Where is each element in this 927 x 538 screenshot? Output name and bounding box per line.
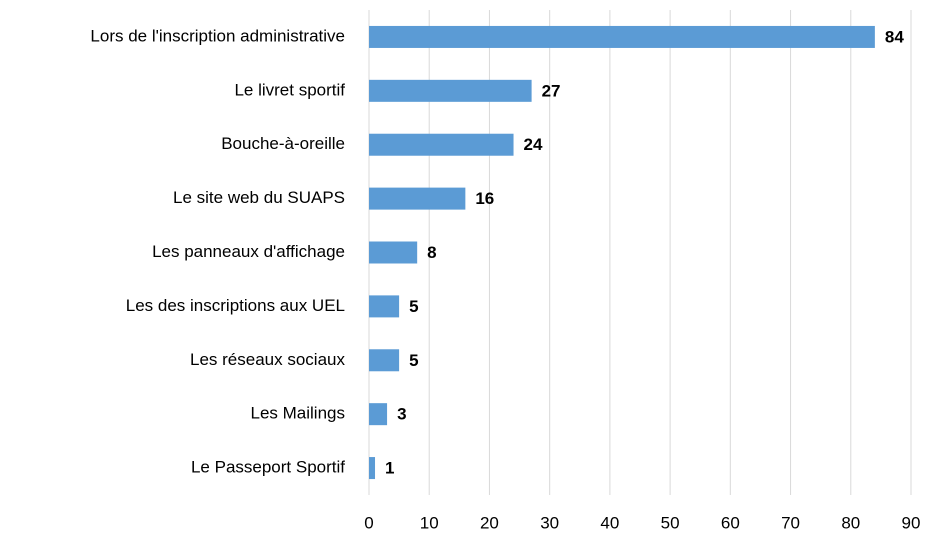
x-tick-label: 40 — [600, 513, 619, 532]
bar — [369, 241, 418, 264]
value-label: 84 — [885, 27, 904, 46]
bar — [369, 79, 532, 102]
y-tick-label: Le site web du SUAPS — [173, 188, 345, 207]
y-tick-label: Lors de l'inscription administrative — [90, 26, 345, 45]
bar — [369, 133, 514, 156]
value-label: 1 — [385, 459, 394, 478]
y-tick-label: Les des inscriptions aux UEL — [126, 296, 345, 315]
x-tick-label: 10 — [420, 513, 439, 532]
bar — [369, 25, 875, 48]
x-tick-label: 50 — [661, 513, 680, 532]
value-label: 16 — [475, 189, 494, 208]
bar — [369, 295, 400, 318]
bar — [369, 349, 400, 372]
y-tick-label: Bouche-à-oreille — [221, 134, 345, 153]
x-tick-label: 20 — [480, 513, 499, 532]
bar — [369, 403, 388, 426]
bar — [369, 187, 466, 210]
x-tick-label: 0 — [364, 513, 373, 532]
x-tick-label: 90 — [902, 513, 921, 532]
value-label: 5 — [409, 351, 418, 370]
value-label: 5 — [409, 297, 418, 316]
y-tick-label: Les Mailings — [251, 404, 346, 423]
x-tick-label: 60 — [721, 513, 740, 532]
value-label: 24 — [524, 135, 543, 154]
bar — [369, 457, 376, 480]
y-tick-label: Les panneaux d'affichage — [152, 242, 345, 261]
value-label: 3 — [397, 405, 406, 424]
value-label: 27 — [542, 81, 561, 100]
value-label: 8 — [427, 243, 436, 262]
x-tick-label: 80 — [841, 513, 860, 532]
y-tick-label: Le Passeport Sportif — [191, 458, 345, 477]
y-tick-label: Le livret sportif — [234, 80, 345, 99]
x-tick-label: 70 — [781, 513, 800, 532]
y-tick-label: Les réseaux sociaux — [190, 350, 345, 369]
x-tick-label: 30 — [540, 513, 559, 532]
